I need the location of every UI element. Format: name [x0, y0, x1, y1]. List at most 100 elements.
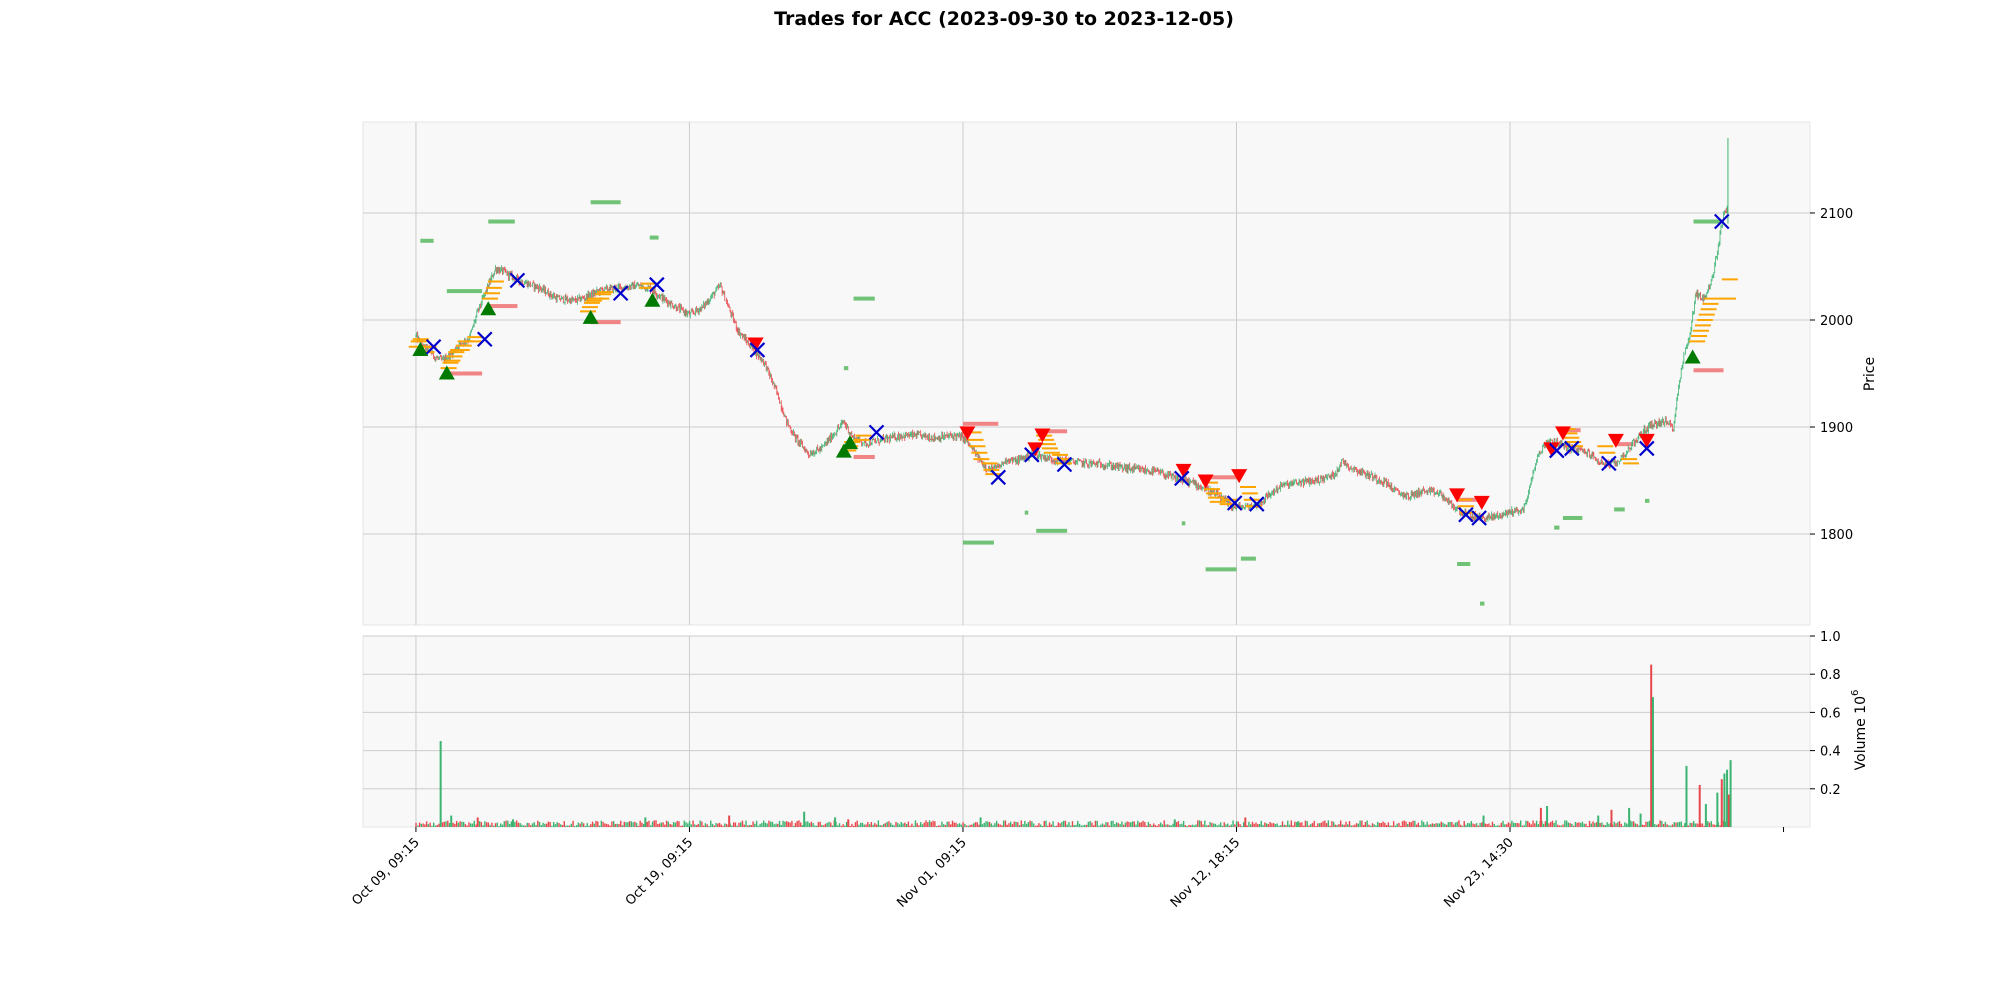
volume-bar — [1661, 821, 1663, 827]
volume-bar — [1729, 760, 1732, 827]
volume-bar — [1442, 822, 1444, 827]
volume-bar — [545, 823, 548, 827]
volume-bar — [1431, 823, 1434, 827]
volume-bar — [1615, 823, 1617, 827]
exit-marker — [476, 331, 493, 348]
x-tick-label: Oct 19, 09:15 — [623, 835, 696, 908]
volume-bar — [1343, 824, 1345, 827]
volume-bar — [935, 826, 938, 827]
volume-bar — [1278, 825, 1280, 827]
volume-bar — [1195, 824, 1197, 827]
support-zone — [853, 296, 875, 301]
volume-bar — [1610, 809, 1613, 827]
volume-bar — [650, 825, 652, 827]
volume-bar — [734, 822, 737, 827]
volume-bar — [1112, 820, 1114, 827]
volume-bar — [685, 822, 687, 827]
volume-bar — [1186, 826, 1188, 827]
volume-bar — [1669, 825, 1672, 827]
volume-bar — [439, 741, 442, 827]
resistance-zone — [1205, 475, 1241, 480]
volume-axis-label: Volume 106 — [1850, 690, 1869, 771]
volume-bar — [657, 824, 659, 827]
volume-bar — [976, 822, 978, 827]
volume-bar — [501, 824, 504, 827]
volume-bar — [1038, 823, 1040, 827]
volume-bar — [1168, 825, 1171, 827]
volume-bar — [900, 822, 903, 827]
x-tick-label: Nov 12, 18:15 — [1168, 835, 1244, 911]
volume-bar — [503, 821, 505, 827]
volume-bar — [1716, 792, 1719, 827]
volume-bar — [1426, 821, 1428, 827]
volume-bar — [614, 823, 617, 827]
volume-bar — [485, 822, 488, 827]
volume-bar — [600, 820, 603, 827]
volume-bar — [1553, 822, 1555, 827]
volume-bar — [1094, 820, 1097, 827]
volume-bar — [826, 822, 828, 827]
volume-bar — [581, 821, 583, 827]
volume-bar — [939, 825, 941, 827]
volume-bar — [1244, 817, 1247, 827]
volume-bar — [948, 821, 950, 827]
volume-bar — [575, 825, 578, 827]
volume-bar — [1602, 824, 1605, 827]
volume-bar — [1403, 820, 1405, 827]
volume-bar — [1662, 824, 1665, 827]
volume-bar — [884, 823, 887, 827]
exit-marker-stroke — [1638, 440, 1655, 457]
volume-bar — [544, 823, 546, 827]
volume-bar — [1077, 820, 1079, 827]
volume-bar — [1585, 823, 1587, 827]
volume-bar — [824, 823, 827, 827]
volume-bar — [570, 823, 573, 827]
volume-bar — [1103, 824, 1105, 827]
volume-bar — [775, 823, 777, 827]
volume-bar — [1248, 821, 1250, 827]
volume-bar — [526, 822, 528, 827]
volume-bar — [422, 823, 424, 827]
volume-bar — [1449, 821, 1451, 827]
volume-bar — [704, 823, 707, 827]
volume-tick-label: 0.8 — [1820, 668, 1841, 683]
exit-marker-stroke — [749, 342, 766, 358]
volume-bar — [452, 822, 454, 827]
support-zone — [1693, 219, 1721, 224]
volume-bar — [699, 820, 701, 827]
volume-bar — [1334, 824, 1337, 827]
volume-bar — [1535, 820, 1538, 827]
volume-bar — [1437, 823, 1439, 827]
volume-bar — [560, 824, 562, 827]
volume-bar — [1318, 823, 1321, 827]
volume-bar — [1583, 823, 1585, 827]
volume-bar — [1115, 822, 1118, 827]
volume-bar — [1511, 820, 1513, 827]
support-zone — [1614, 507, 1625, 512]
volume-bar — [1587, 826, 1589, 827]
volume-bar — [870, 822, 873, 827]
volume-bar — [1175, 822, 1178, 827]
volume-bar — [979, 817, 982, 827]
volume-bar — [1161, 824, 1164, 827]
volume-bar — [630, 821, 633, 827]
volume-bar — [914, 820, 917, 827]
volume-bar — [1491, 821, 1494, 827]
price-tick-label: 2100 — [1820, 207, 1853, 222]
volume-bar — [1182, 820, 1185, 827]
volume-bar — [1528, 822, 1531, 827]
volume-bar — [1387, 822, 1390, 827]
volume-bar — [978, 824, 980, 827]
volume-bar — [715, 823, 717, 827]
volume-bar — [482, 825, 484, 827]
volume-bar — [1246, 825, 1248, 827]
exit-marker-stroke — [1713, 213, 1730, 230]
volume-bar — [785, 821, 788, 827]
volume-bar — [672, 821, 675, 827]
volume-bar — [828, 821, 830, 827]
volume-grid — [363, 635, 1810, 827]
volume-bar — [1047, 825, 1049, 827]
volume-tick-label: 0.4 — [1820, 745, 1841, 760]
volume-bar — [722, 825, 724, 827]
volume-bar — [574, 826, 576, 827]
